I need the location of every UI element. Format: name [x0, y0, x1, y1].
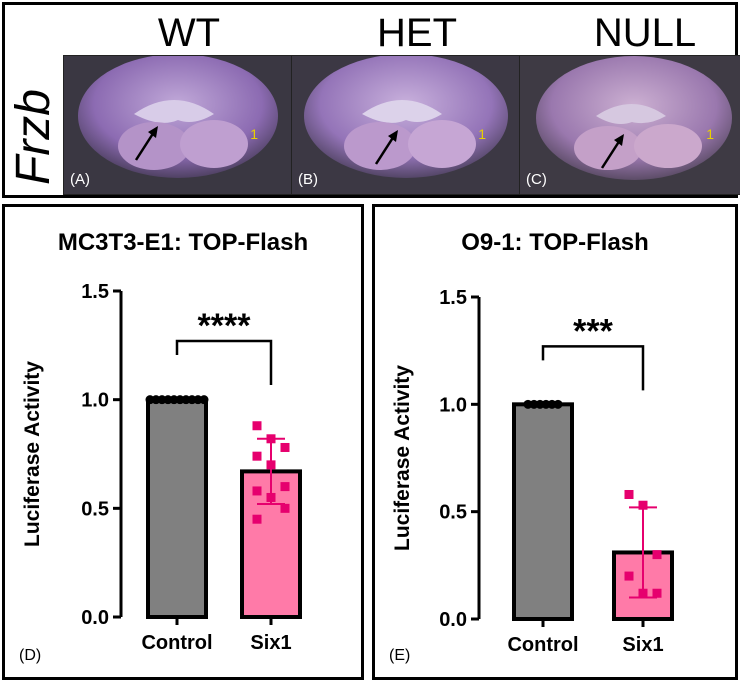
significance-bracket [541, 345, 645, 391]
genotype-label-null: NULL [593, 11, 697, 55]
data-point [638, 588, 648, 598]
embryo-image-het: (B) 1 [291, 55, 521, 195]
panel-label-a: (A) [70, 171, 90, 188]
y-tick-label: 0.0 [439, 609, 467, 631]
y-tick-label: 1.5 [439, 287, 467, 309]
embryo-image-null: (C) 1 [519, 55, 740, 195]
y-tick-label: 1.0 [439, 394, 467, 416]
genotype-label-wt: WT [157, 11, 221, 55]
data-point [553, 399, 563, 409]
x-tick-label: Six1 [622, 634, 663, 656]
significance-label: *** [573, 312, 613, 350]
chart-panel-d: MC3T3-E1: TOP-Flash 0.0 0.5 1.0 1.5 Lucifera… [2, 204, 364, 680]
arrow-icon [600, 134, 624, 169]
marker-label: 1 [478, 126, 486, 142]
significance-bracket [175, 339, 273, 385]
x-tick-label: Six1 [250, 632, 291, 654]
data-point [252, 451, 262, 461]
bar-control [512, 402, 574, 621]
genotype-label-het: HET [377, 11, 457, 55]
arrow-icon [134, 126, 158, 161]
bar-chart-d: 0.0 0.5 1.0 1.5 Luciferase Activity Control Si… [21, 281, 302, 654]
data-point [624, 489, 634, 499]
embryo-image-wt: (A) 1 [63, 55, 293, 195]
y-tick-label: 1.5 [81, 281, 109, 303]
chart-title: MC3T3-E1: TOP-Flash [57, 229, 309, 256]
data-point [280, 482, 290, 492]
gene-label-text: Frzb [9, 89, 59, 185]
y-tick-label: 0.5 [439, 502, 467, 524]
y-tick-label: 0.0 [81, 607, 109, 629]
data-point [652, 550, 662, 560]
bar-control [146, 397, 208, 619]
data-point [266, 434, 276, 444]
x-tick-label: Control [507, 634, 578, 656]
y-tick-label: 1.0 [81, 390, 109, 412]
data-point [280, 442, 290, 452]
x-tick-label: Control [141, 632, 212, 654]
data-point [266, 460, 276, 470]
arrow-icon [374, 130, 398, 165]
panel-label-b: (B) [298, 171, 318, 188]
data-point [652, 588, 662, 598]
y-axis-label: Luciferase Activity [21, 361, 44, 547]
data-point [252, 486, 262, 496]
data-point [624, 571, 634, 581]
data-point [252, 421, 262, 431]
bar-chart-e: 0.0 0.5 1.0 1.5 Luciferase Activity Control Si… [391, 287, 674, 656]
chart-panel-e: O9-1: TOP-Flash 0.0 0.5 1.0 1.5 Luciferase A… [372, 204, 738, 680]
data-point [199, 395, 209, 405]
panel-label-d: (D) [19, 647, 42, 664]
gene-label: Frzb [9, 89, 59, 185]
panel-label-e: (E) [389, 647, 411, 664]
chart-title: O9-1: TOP-Flash [461, 229, 649, 256]
y-tick-label: 0.5 [81, 498, 109, 520]
data-point [280, 503, 290, 513]
significance-label: **** [198, 307, 252, 345]
data-point [266, 492, 276, 502]
y-axis-label: Luciferase Activity [391, 365, 414, 551]
panel-label-c: (C) [526, 171, 547, 188]
in-situ-panel: Frzb WT HET NULL (A) 1 [2, 2, 740, 198]
marker-label: 1 [250, 126, 258, 142]
marker-label: 1 [706, 126, 714, 142]
data-point [638, 500, 648, 510]
data-point [252, 514, 262, 524]
